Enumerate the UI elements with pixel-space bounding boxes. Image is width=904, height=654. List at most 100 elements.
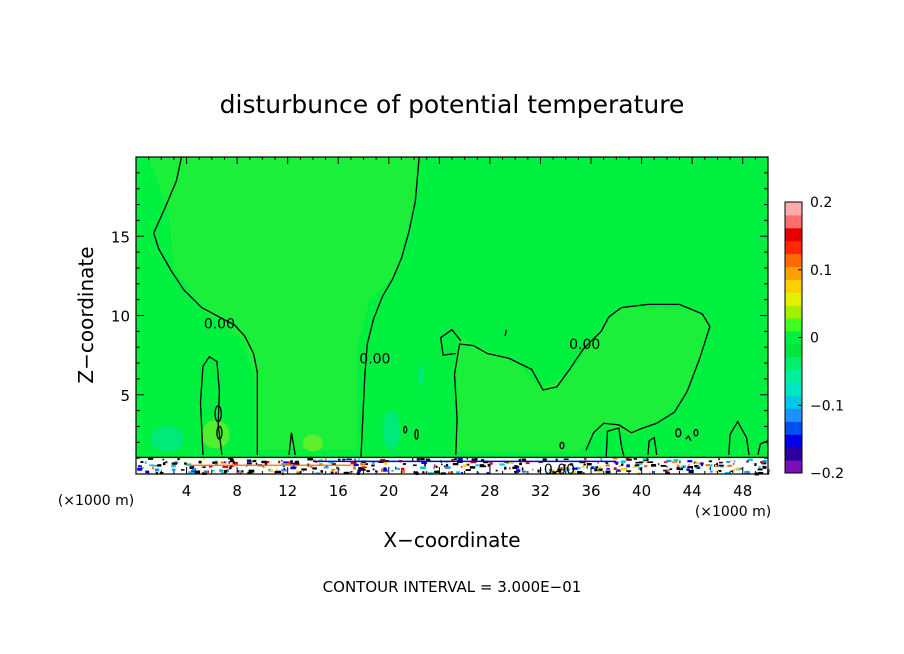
surface-speckle <box>228 461 230 464</box>
colorbar-cells <box>785 202 802 474</box>
surface-speckle <box>177 457 180 461</box>
surface-speckle <box>521 467 524 471</box>
colorbar-cell <box>785 266 802 280</box>
surface-speckle <box>381 468 387 472</box>
surface-speckle <box>195 470 201 474</box>
surface-speckle <box>486 472 490 474</box>
contour-line <box>153 156 258 455</box>
surface-speckle <box>246 459 252 463</box>
surface-speckle <box>560 468 567 471</box>
contour-line <box>605 427 625 457</box>
surface-speckle <box>733 460 736 463</box>
surface-speckle <box>676 467 682 470</box>
field-patch <box>382 410 401 451</box>
contour-interval-note: CONTOUR INTERVAL = 3.000E−01 <box>323 578 582 596</box>
surface-speckle <box>400 470 406 473</box>
contour-line <box>453 303 711 456</box>
contour-label: 0.00 <box>544 462 575 478</box>
y-tick-label: 10 <box>111 308 130 326</box>
surface-speckle <box>330 471 334 474</box>
surface-speckle <box>739 467 744 470</box>
surface-speckle <box>372 468 375 471</box>
surface-speckle <box>735 467 740 471</box>
surface-band <box>136 458 768 474</box>
surface-speckle <box>365 463 369 465</box>
surface-speckle <box>717 469 722 473</box>
surface-speckle <box>512 466 517 469</box>
surface-speckle <box>420 466 426 470</box>
surface-speckle <box>412 457 414 461</box>
surface-speckle <box>293 462 300 465</box>
colorbar-cell <box>785 305 802 319</box>
surface-speckle <box>269 469 273 473</box>
contour-label: 0.00 <box>359 351 390 367</box>
colorbar-cell <box>785 356 802 371</box>
surface-speckle <box>504 466 507 470</box>
surface-speckle <box>634 464 640 467</box>
surface-speckle <box>649 471 651 475</box>
x-tick-label: 48 <box>733 482 752 500</box>
surface-speckle <box>281 469 287 472</box>
surface-speckle <box>519 462 522 466</box>
surface-speckle <box>555 458 558 462</box>
surface-speckle <box>559 467 563 470</box>
surface-speckle <box>612 457 618 460</box>
surface-speckle <box>549 472 552 475</box>
contour-line <box>757 440 769 456</box>
surface-speckle <box>425 458 430 461</box>
surface-speckle <box>599 465 602 469</box>
x-tick-label: 32 <box>531 482 550 500</box>
contour-line <box>685 434 692 442</box>
surface-speckle <box>688 463 690 466</box>
surface-speckle <box>148 457 154 460</box>
colorbar-cell <box>785 253 802 268</box>
surface-speckle <box>595 466 599 469</box>
surface-speckle <box>744 470 750 474</box>
surface-speckle <box>748 458 753 462</box>
contour-loop <box>214 405 222 423</box>
surface-speckle <box>679 466 682 469</box>
surface-speckle <box>255 462 258 466</box>
surface-speckle <box>165 461 167 463</box>
surface-speckle <box>758 471 764 475</box>
surface-speckle <box>591 466 594 470</box>
surface-speckle <box>522 471 527 473</box>
surface-speckle <box>746 460 749 463</box>
surface-speckle <box>262 464 264 468</box>
surface-speckle <box>444 466 451 469</box>
x-tick-label: 20 <box>379 482 398 500</box>
surface-speckle <box>687 466 693 469</box>
surface-speckle <box>720 465 724 468</box>
surface-speckle <box>481 465 486 468</box>
x-tick-label: 12 <box>278 482 297 500</box>
surface-speckle <box>211 469 215 472</box>
surface-speckle <box>643 464 648 468</box>
surface-speckle <box>203 470 209 473</box>
surface-speckle <box>228 467 232 470</box>
colorbar-cell <box>785 369 802 384</box>
x-axis-unit-right: (×1000 m) <box>695 504 771 520</box>
surface-speckle <box>157 464 162 467</box>
surface-speckle <box>241 470 244 473</box>
surface-speckle <box>441 463 443 466</box>
contour-line <box>199 355 223 456</box>
surface-speckle <box>613 467 617 470</box>
surface-speckle <box>237 470 242 472</box>
surface-speckle <box>762 466 767 469</box>
colorbar-tick-label: −0.1 <box>810 398 844 414</box>
surface-speckle <box>619 468 623 471</box>
surface-speckle <box>677 464 681 468</box>
surface-speckle <box>301 468 307 471</box>
surface-speckle <box>557 468 562 471</box>
surface-speckle <box>694 465 698 468</box>
surface-speckle <box>323 466 329 469</box>
surface-speckle <box>548 468 553 472</box>
y-tick-label: 5 <box>120 387 130 405</box>
surface-speckle <box>456 471 460 474</box>
surface-speckle <box>564 468 571 471</box>
surface-speckle <box>303 469 305 472</box>
contour-line <box>288 432 296 456</box>
colorbar-tick-label: 0.2 <box>810 195 832 211</box>
surface-speckle <box>705 464 711 467</box>
contour-loop <box>403 425 408 434</box>
